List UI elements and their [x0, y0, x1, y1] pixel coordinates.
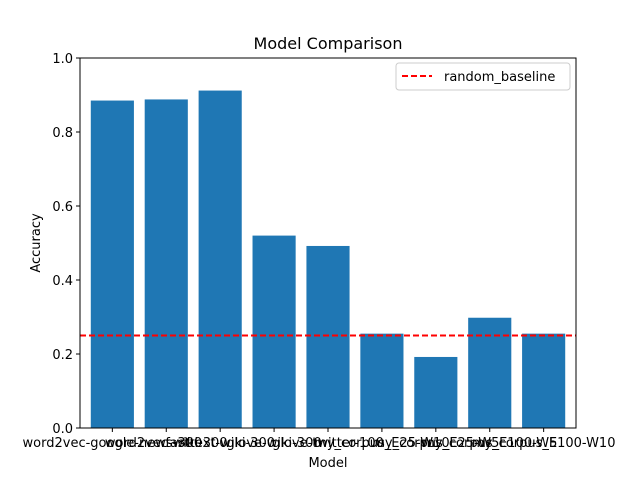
bar — [144, 99, 188, 428]
bar — [468, 317, 512, 428]
legend-box — [395, 62, 571, 91]
y-axis-title: Accuracy — [29, 213, 44, 273]
x-axis-title: Model — [308, 456, 347, 471]
bar — [414, 356, 458, 428]
bar — [252, 235, 296, 428]
x-tick-label: my_corpus_E100-W10 — [472, 436, 616, 451]
x-tick-label: glove-twitter-100 — [272, 436, 384, 451]
y-axis: 0.0 0.2 0.4 0.6 0.8 1.0 — [52, 52, 80, 437]
x-axis: word2vec-google-news-300word2vec-wiki-30… — [23, 428, 616, 451]
x-tick-label: glove-wiki-300 — [227, 436, 322, 451]
x-tick-label: word2vec-wiki-300 — [105, 436, 228, 451]
bar — [522, 333, 566, 428]
y-tick-label: 0.0 — [52, 422, 73, 437]
x-tick-label: my_corpus_E25-W10 — [314, 436, 449, 451]
x-tick-label: my_corpus_E25-W5 — [372, 436, 499, 451]
y-tick-label: 0.2 — [52, 348, 73, 363]
y-tick-label: 0.6 — [52, 200, 73, 215]
x-tick-label: word2vec-google-news-300 — [23, 436, 203, 451]
chart-title: Model Comparison — [254, 34, 403, 53]
bar — [360, 333, 404, 428]
legend-entry-label: random_baseline — [444, 70, 555, 85]
bar — [90, 100, 134, 429]
x-tick-label: fasttext-wiki-300 — [165, 436, 275, 451]
y-tick-label: 1.0 — [52, 52, 73, 67]
legend: random_baseline — [395, 62, 571, 91]
bar — [306, 245, 350, 428]
bar — [198, 90, 242, 428]
y-tick-label: 0.8 — [52, 126, 73, 141]
x-tick-label: my_corpus_E100-W5 — [422, 436, 557, 451]
bars-group — [90, 90, 566, 429]
y-tick-label: 0.4 — [52, 274, 73, 289]
